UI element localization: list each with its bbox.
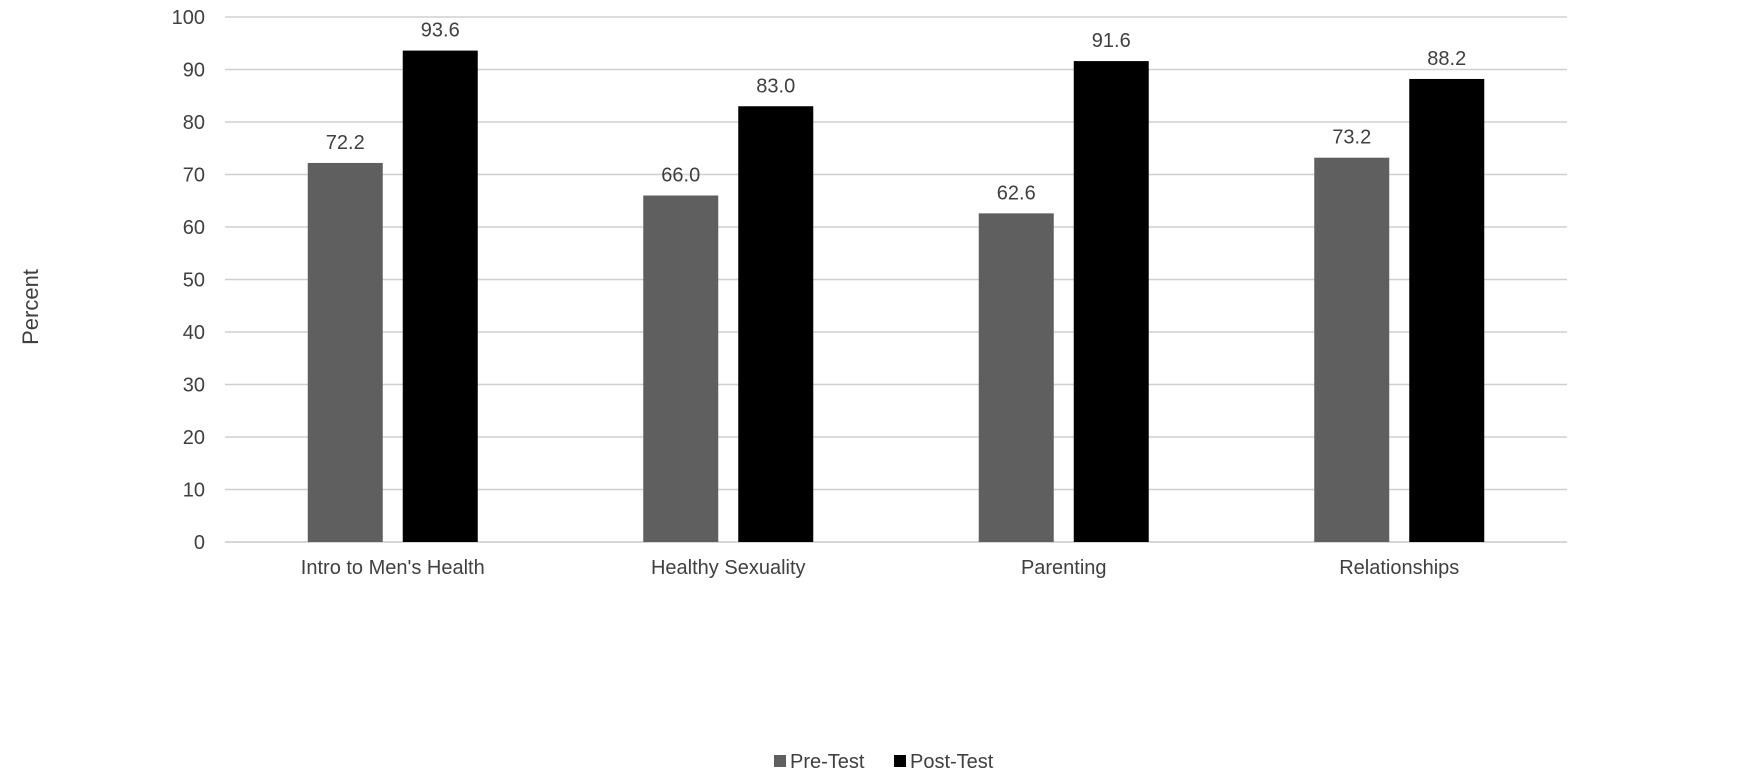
bar-pre-test-1: [643, 195, 719, 542]
y-axis-title: Percent: [18, 269, 43, 345]
x-axis-categories: Intro to Men's Health Healthy Sexuality Pa…: [301, 557, 1459, 579]
y-tick-label: 70: [183, 165, 205, 187]
legend: Pre-Test Post-Test: [774, 751, 994, 773]
y-tick-label: 50: [183, 270, 205, 292]
data-label: 72.2: [326, 132, 365, 154]
legend-label-pre-test: Pre-Test: [790, 751, 865, 773]
bar-pre-test-2: [978, 213, 1054, 542]
y-tick-label: 80: [183, 112, 205, 134]
y-tick-label: 30: [183, 375, 205, 397]
data-label: 66.0: [661, 165, 700, 187]
x-category-label: Parenting: [1021, 557, 1107, 579]
bar-post-test-2: [1073, 61, 1149, 542]
bar-pre-test-0: [307, 162, 383, 542]
data-label: 62.6: [997, 182, 1036, 204]
y-tick-label: 10: [183, 480, 205, 502]
bars: [307, 50, 1485, 542]
data-label: 88.2: [1427, 48, 1466, 70]
y-axis-ticks: 0 10 20 30 40 50 60 70 80 90 100: [172, 7, 205, 554]
data-label: 91.6: [1092, 30, 1131, 52]
data-label: 73.2: [1332, 127, 1371, 149]
y-tick-label: 100: [172, 7, 205, 29]
legend-label-post-test: Post-Test: [910, 751, 994, 773]
legend-swatch-post-test: [894, 755, 906, 767]
x-category-label: Healthy Sexuality: [651, 557, 806, 579]
bar-post-test-0: [402, 50, 478, 542]
y-tick-label: 60: [183, 217, 205, 239]
data-labels: 72.2 93.6 66.0 83.0 62.6 91.6 73.2 88.2: [326, 20, 1466, 205]
y-tick-label: 40: [183, 322, 205, 344]
y-tick-label: 0: [194, 532, 205, 554]
bar-post-test-3: [1409, 78, 1485, 542]
bar-pre-test-3: [1314, 157, 1390, 542]
y-tick-label: 20: [183, 427, 205, 449]
bar-post-test-1: [738, 106, 814, 542]
x-category-label: Intro to Men's Health: [301, 557, 485, 579]
x-category-label: Relationships: [1339, 557, 1459, 579]
data-label: 83.0: [756, 75, 795, 97]
y-tick-label: 90: [183, 60, 205, 82]
data-label: 93.6: [421, 20, 460, 42]
legend-swatch-pre-test: [774, 755, 786, 767]
